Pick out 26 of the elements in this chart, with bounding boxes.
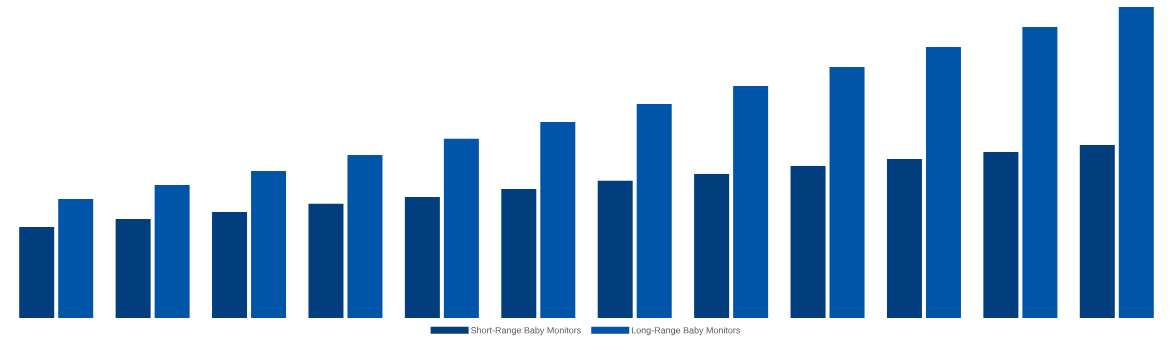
bar [733,85,769,318]
bar [308,203,344,318]
bar [983,151,1019,318]
bar [212,211,248,318]
bar [501,188,537,318]
bar [886,159,922,318]
legend-label: Long-Range Baby Monitors [631,326,741,336]
bar [404,197,440,318]
bar [790,165,826,318]
bar [540,122,576,318]
bar [925,47,961,318]
bar [154,184,190,318]
legend-label: Short-Range Baby Monitors [471,326,581,336]
bar [1079,145,1115,318]
bar [443,138,479,318]
bar [1118,7,1154,318]
bar [347,155,383,318]
bar [251,170,287,318]
bar [115,219,151,318]
bar [597,180,633,318]
bar [1022,26,1058,318]
bar [58,198,94,318]
bar [829,67,865,318]
bar [694,174,730,318]
bar [636,104,672,318]
bar [19,226,55,318]
